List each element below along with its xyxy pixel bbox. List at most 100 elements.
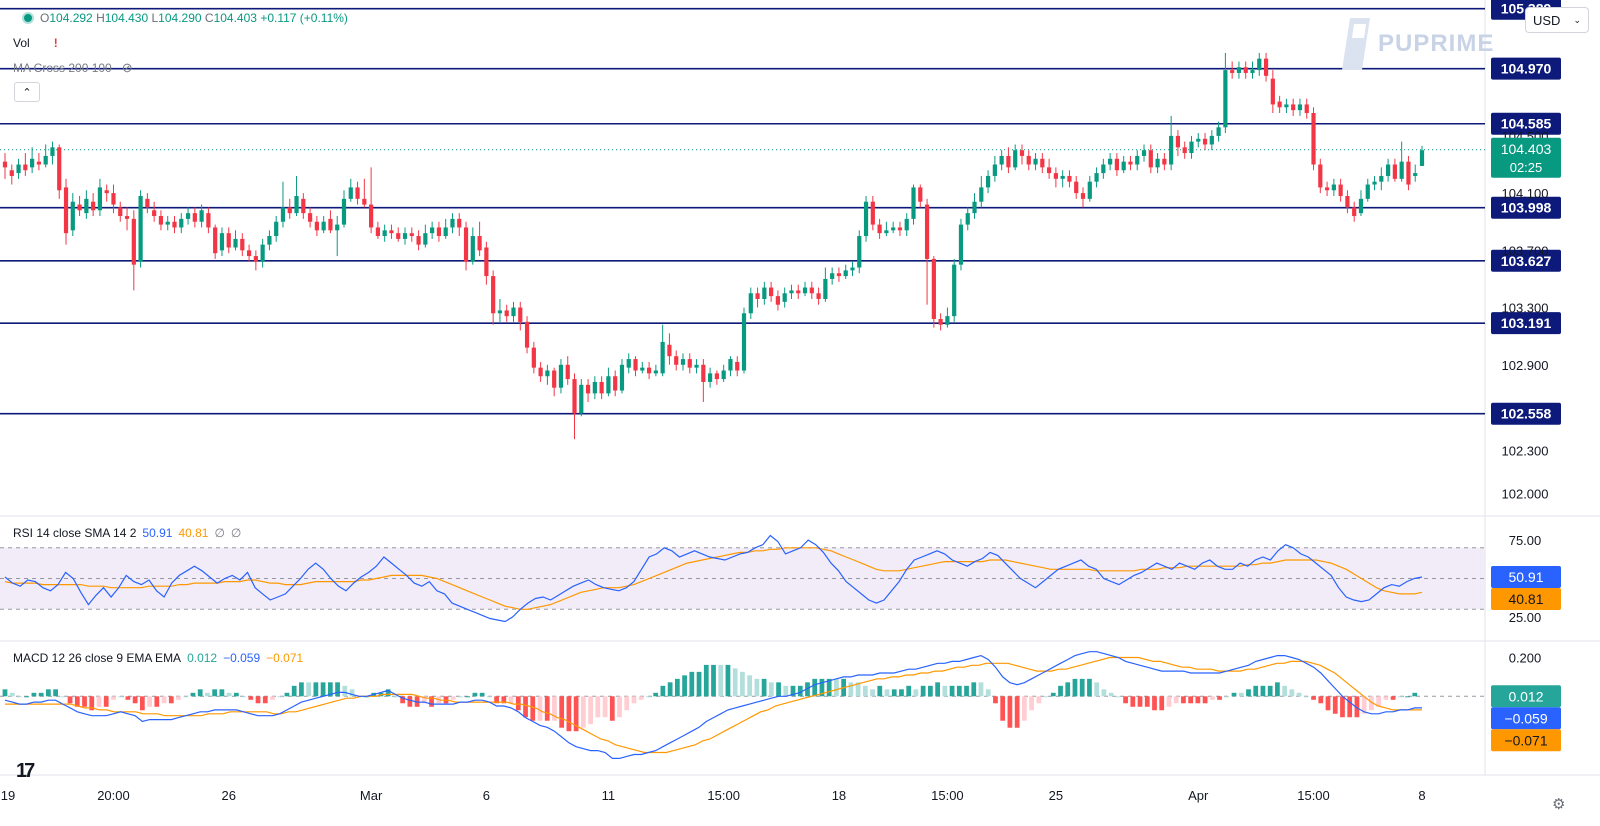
candle-body [470,236,475,262]
candle-body [1053,173,1058,179]
currency-select[interactable]: USD ⌄ [1525,7,1589,33]
candle [748,287,753,320]
candle [91,193,96,217]
candle [77,195,82,217]
settings-gear-icon[interactable]: ⚙ [1552,796,1566,813]
candle [172,216,177,234]
macd-histogram-bar [1246,689,1251,697]
candle [1162,153,1167,171]
candle [579,379,584,417]
candle [1243,61,1248,79]
candle-body [545,370,550,377]
candle [335,216,340,257]
candle [328,210,333,234]
broker-watermark: PUPRIME [1340,14,1494,74]
level-label: 103.191 [1501,315,1552,331]
candle [274,216,279,242]
macd-histogram-bar [783,685,789,697]
eye-hidden-icon[interactable]: ⊘ [121,60,133,75]
warning-icon[interactable]: ! [53,36,58,50]
candle-body [1074,181,1079,194]
time-tick-label: 19 [1,788,15,803]
candle [321,216,326,234]
macd-histogram-bar [913,689,919,697]
macd-histogram-bar [949,685,955,697]
candle-body [253,256,258,262]
candle-body [1209,135,1214,145]
macd-histogram-bar [262,696,268,704]
candle-body [1304,104,1309,114]
candle-body [443,227,448,237]
level-label: 104.970 [1501,61,1552,77]
macd-histogram-bar [1397,696,1403,698]
macd-histogram-bar [617,696,622,718]
macd-histogram-bar [212,689,218,697]
level-label-bg [1491,112,1561,135]
macd-histogram-bar [226,692,232,697]
candle-body [721,370,726,380]
candle [1291,98,1296,116]
candle-body [897,227,903,231]
candle [396,227,401,242]
candle-body [1372,181,1377,185]
macd-histogram-bar [154,696,160,707]
candle-body [1094,173,1099,182]
macd-last-tag [1491,707,1561,730]
candle [165,216,170,231]
candle [1060,170,1065,188]
candle-body [430,227,435,234]
vol-indicator[interactable]: Vol ! [13,36,58,50]
candle-body [1087,181,1092,199]
macd-histogram-bar [450,696,456,700]
candle-body [50,147,55,156]
rsi-last-value: 50.91 [1508,569,1543,585]
candle [369,167,374,234]
macd-histogram-bar [277,696,283,698]
candle-body [1250,70,1255,73]
candle-body [572,379,577,414]
candle [1013,144,1018,171]
candle-body [877,224,882,234]
macd-histogram-bar [768,682,774,697]
macd-histogram-bar [472,692,478,697]
candle-body [57,147,62,191]
candle [1094,167,1099,188]
candle [626,353,631,374]
candle [1074,175,1079,199]
candle-body [992,164,997,176]
close-label: C [204,11,214,25]
candle-body [1135,155,1140,165]
candle [57,144,62,199]
candle [84,190,89,219]
candle-body [145,198,150,208]
macd-histogram-bar [132,696,138,704]
price-tick-label: 102.900 [1502,358,1549,373]
candle-body [491,276,496,314]
macd-histogram-bar [1361,696,1367,714]
candle-body [1175,135,1181,148]
macd-histogram-bar [241,696,246,698]
ma-cross-label: MA Cross 200 100 [13,61,112,75]
candle [267,230,272,251]
macd-histogram-bar [978,682,984,697]
candle-body [369,204,374,228]
macd-histogram-bar [429,696,434,707]
candle [1385,158,1391,182]
collapse-legend-button[interactable]: ⌃ [14,82,40,102]
candle [897,221,903,237]
candle [1053,167,1058,188]
candle [1365,178,1370,202]
macd-histogram-bar [46,689,51,697]
candle [484,241,489,285]
macd-histogram-bar [1296,692,1302,697]
candle-body [1216,127,1221,136]
macd-histogram-bar [458,696,463,698]
macd-signal-last-tag [1491,729,1561,752]
macd-histogram-bar [544,696,550,721]
ma-cross-indicator[interactable]: MA Cross 200 100 ⊘ [13,60,133,76]
macd-histogram-bar [696,671,702,697]
macd-histogram-bar [566,696,572,732]
candle [545,364,550,385]
